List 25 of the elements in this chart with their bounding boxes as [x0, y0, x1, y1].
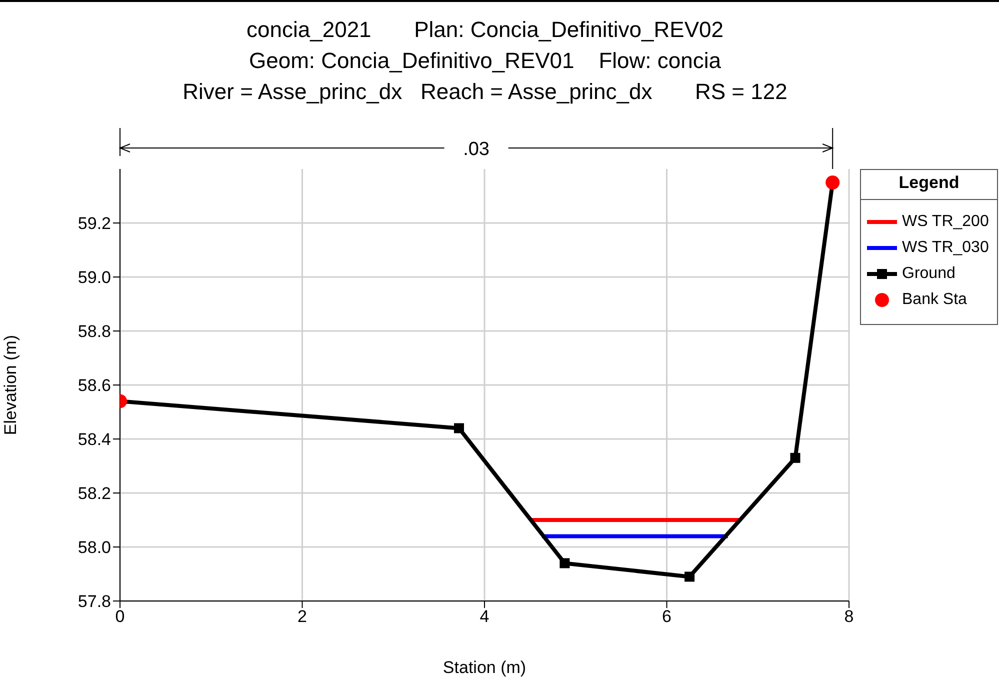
y-tick-label: 58.0 [78, 538, 111, 558]
x-tick-label: 8 [844, 607, 854, 626]
point [684, 572, 695, 582]
y-tick-label: 58.8 [78, 322, 111, 342]
y-tick-label: 59.2 [78, 214, 111, 234]
legend-label: Bank Sta [902, 290, 967, 310]
x-tick-label: 4 [480, 607, 490, 626]
y-axis-title: Elevation (m) [1, 334, 20, 436]
x-tick-label: 0 [115, 607, 125, 626]
x-tick-label: 2 [298, 607, 307, 626]
point [790, 452, 800, 463]
y-tick-label: 59.0 [78, 268, 111, 288]
point [560, 558, 570, 568]
legend-title: Legend [861, 170, 997, 200]
x-axis-title: Station (m) [442, 658, 526, 677]
x-tick-label: 6 [662, 607, 672, 626]
legend-label: WS TR_200 [902, 212, 989, 232]
y-tick-label: 58.6 [78, 376, 111, 396]
chart-subtitle: Geom: Concia_Definitivo_REV01 Flow: concia River = Asse_princ_dx Reach = Asse_princ_dx RS = 122 [182, 47, 788, 106]
legend-label: Ground [902, 264, 956, 284]
chart-title: concia_2021 Plan: Concia_Definitivo_REV02 [246, 16, 724, 44]
y-tick-label: 58.4 [78, 430, 111, 450]
y-tick-label: 57.8 [78, 592, 111, 612]
legend-label: WS TR_030 [902, 238, 989, 258]
y-tick-label: 58.2 [78, 484, 111, 504]
